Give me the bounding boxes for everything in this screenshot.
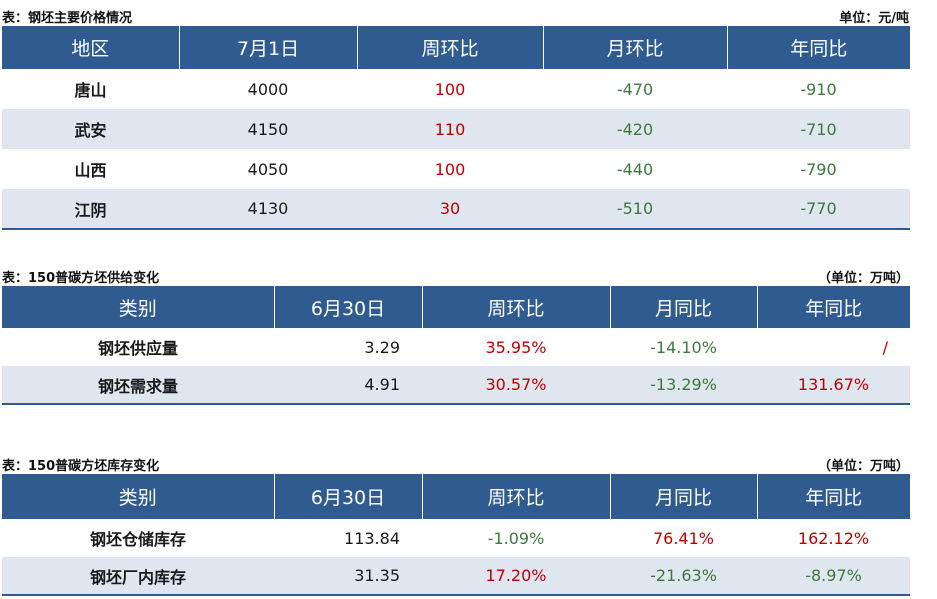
mom-cell: -510 <box>543 189 727 230</box>
row-label: 唐山 <box>74 81 107 100</box>
wow-cell: 35.95% <box>485 337 547 357</box>
mom-cell: -13.29% <box>610 366 757 405</box>
price-cell: 4050 <box>247 159 289 179</box>
mom-cell: -420 <box>543 109 727 149</box>
supply-table: 类别 6月30日 周环比 月同比 年同比 钢坯供应量 3.29 35.95% -… <box>2 286 910 405</box>
wow-cell: 17.20% <box>422 557 610 596</box>
column-header: 年同比 <box>757 286 910 328</box>
column-header: 月环比 <box>543 26 728 69</box>
price-table: 地区 7月1日 周环比 月环比 年同比 唐山 4000 100 -470 -91… <box>2 26 910 230</box>
table-row: 山西 4050 100 -440 -790 <box>2 149 910 189</box>
billet-supply-section: 表：150普碳方坯供给变化 （单位：万吨） 类别 6月30日 周环比 月同比 年… <box>0 264 937 405</box>
yoy-cell: 162.12% <box>797 528 870 548</box>
mom-cell: -440 <box>616 159 654 179</box>
table-header-row: 类别 6月30日 周环比 月同比 年同比 <box>2 474 910 519</box>
inventory-table: 类别 6月30日 周环比 月同比 年同比 钢坯仓储库存 113.84 -1.09… <box>2 474 910 596</box>
column-header: 7月1日 <box>179 26 358 69</box>
table-row: 钢坯供应量 3.29 35.95% -14.10% / <box>2 328 910 366</box>
wow-cell: -1.09% <box>487 528 545 548</box>
value-cell: 4.91 <box>274 366 422 405</box>
yoy-cell: -910 <box>800 79 837 99</box>
column-header: 地区 <box>2 26 180 69</box>
column-header: 月同比 <box>610 286 758 328</box>
yoy-cell: 131.67% <box>757 366 910 405</box>
mom-cell: -470 <box>616 79 654 99</box>
mom-cell: -14.10% <box>650 337 717 357</box>
price-cell: 4130 <box>179 189 357 230</box>
table-caption: 表：150普碳方坯库存变化 <box>2 459 160 474</box>
caption-row: 表：150普碳方坯库存变化 （单位：万吨） <box>0 452 937 474</box>
yoy-cell: -710 <box>727 109 910 149</box>
table-caption: 表：150普碳方坯供给变化 <box>2 271 160 286</box>
caption-row: 表：150普碳方坯供给变化 （单位：万吨） <box>0 264 937 286</box>
column-header: 月同比 <box>610 474 758 519</box>
price-cell: 4000 <box>247 79 289 99</box>
table-row: 江阴 4130 30 -510 -770 <box>2 189 910 230</box>
row-label: 武安 <box>2 109 179 149</box>
yoy-cell: / <box>882 337 888 357</box>
value-cell: 113.84 <box>344 528 400 548</box>
yoy-cell: -790 <box>800 159 837 179</box>
price-cell: 4150 <box>179 109 357 149</box>
column-header: 周环比 <box>422 286 611 328</box>
wow-cell: 110 <box>357 109 543 149</box>
row-label: 钢坯厂内库存 <box>2 557 274 596</box>
mom-cell: 76.41% <box>652 528 714 548</box>
table-row: 钢坯厂内库存 31.35 17.20% -21.63% -8.97% <box>2 557 910 596</box>
table-row: 钢坯仓储库存 113.84 -1.09% 76.41% 162.12% <box>2 519 910 557</box>
table-row: 钢坯需求量 4.91 30.57% -13.29% 131.67% <box>2 366 910 405</box>
row-label: 江阴 <box>2 189 179 230</box>
billet-inventory-section: 表：150普碳方坯库存变化 （单位：万吨） 类别 6月30日 周环比 月同比 年… <box>0 452 937 596</box>
unit-label: （单位：万吨） <box>817 271 909 286</box>
table-header-row: 类别 6月30日 周环比 月同比 年同比 <box>2 286 910 328</box>
column-header: 年同比 <box>757 474 910 519</box>
table-row: 唐山 4000 100 -470 -910 <box>2 69 910 109</box>
column-header: 周环比 <box>357 26 544 69</box>
row-label: 山西 <box>74 161 107 180</box>
row-label: 钢坯供应量 <box>97 339 178 358</box>
row-label: 钢坯需求量 <box>2 366 274 405</box>
wow-cell: 30.57% <box>422 366 610 405</box>
unit-label: 单位：元/吨 <box>839 11 909 26</box>
column-header: 6月30日 <box>274 286 423 328</box>
wow-cell: 100 <box>434 79 466 99</box>
table-caption: 表：钢坯主要价格情况 <box>2 11 133 26</box>
table-header-row: 地区 7月1日 周环比 月环比 年同比 <box>2 26 910 69</box>
steel-billet-price-section: 表：钢坯主要价格情况 单位：元/吨 地区 7月1日 周环比 月环比 年同比 唐山… <box>0 4 937 230</box>
column-header: 类别 <box>2 474 275 519</box>
row-label: 钢坯仓储库存 <box>89 530 186 549</box>
value-cell: 31.35 <box>274 557 422 596</box>
column-header: 6月30日 <box>274 474 423 519</box>
yoy-cell: -770 <box>727 189 910 230</box>
wow-cell: 30 <box>357 189 543 230</box>
column-header: 周环比 <box>422 474 611 519</box>
value-cell: 3.29 <box>364 337 400 357</box>
caption-row: 表：钢坯主要价格情况 单位：元/吨 <box>0 4 937 26</box>
column-header: 年同比 <box>727 26 910 69</box>
unit-label: （单位：万吨） <box>817 459 909 474</box>
table-row: 武安 4150 110 -420 -710 <box>2 109 910 149</box>
yoy-cell: -8.97% <box>757 557 910 596</box>
wow-cell: 100 <box>434 159 466 179</box>
column-header: 类别 <box>2 286 275 328</box>
mom-cell: -21.63% <box>610 557 757 596</box>
